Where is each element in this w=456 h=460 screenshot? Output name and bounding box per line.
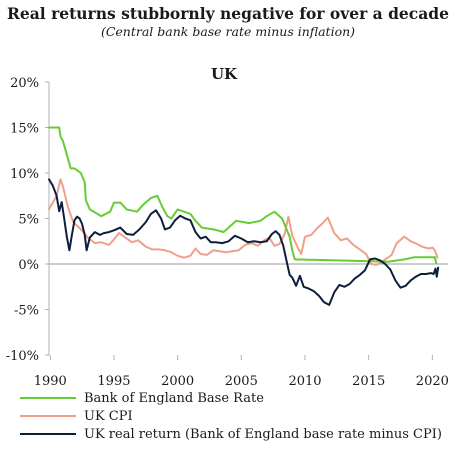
series-layer bbox=[48, 126, 440, 306]
x-tick-label: 1995 bbox=[97, 374, 130, 389]
legend-label-uk-cpi: UK CPI bbox=[84, 408, 133, 424]
series-line-uk-cpi bbox=[48, 178, 439, 266]
panel-title: UK bbox=[211, 65, 238, 83]
legend-label-real-return: UK real return (Bank of England base rat… bbox=[84, 426, 442, 442]
x-tick-label: 1990 bbox=[34, 374, 67, 389]
legend-swatch-real-return bbox=[20, 433, 76, 435]
chart-title: Real returns stubbornly negative for ove… bbox=[7, 4, 449, 23]
series-line-real-return bbox=[48, 178, 440, 306]
y-tick-label: 10% bbox=[10, 167, 39, 182]
series-line-base-rate bbox=[48, 126, 438, 265]
x-tick-label: 2005 bbox=[225, 374, 258, 389]
legend-item-uk-cpi: UK CPI bbox=[20, 407, 442, 425]
y-tick-label: 20% bbox=[10, 76, 39, 91]
x-tick-label: 2010 bbox=[288, 374, 321, 389]
x-tick-label: 2000 bbox=[161, 374, 194, 389]
y-tick-label: -5% bbox=[14, 304, 39, 319]
x-tick-label: 2015 bbox=[352, 374, 385, 389]
chart-subtitle: (Central bank base rate minus inflation) bbox=[100, 24, 356, 39]
y-tick-label: 0% bbox=[18, 258, 39, 273]
legend-item-base-rate: Bank of England Base Rate bbox=[20, 389, 442, 407]
legend-label-base-rate: Bank of England Base Rate bbox=[84, 390, 264, 406]
y-tick-label: 15% bbox=[10, 122, 39, 137]
x-tick-label: 2020 bbox=[416, 374, 449, 389]
legend-swatch-uk-cpi bbox=[20, 415, 76, 417]
legend-swatch-base-rate bbox=[20, 397, 76, 399]
y-tick-label: -10% bbox=[6, 349, 39, 364]
y-tick-label: 5% bbox=[18, 213, 39, 228]
legend-item-real-return: UK real return (Bank of England base rat… bbox=[20, 425, 442, 443]
legend: Bank of England Base Rate UK CPI UK real… bbox=[20, 389, 442, 443]
